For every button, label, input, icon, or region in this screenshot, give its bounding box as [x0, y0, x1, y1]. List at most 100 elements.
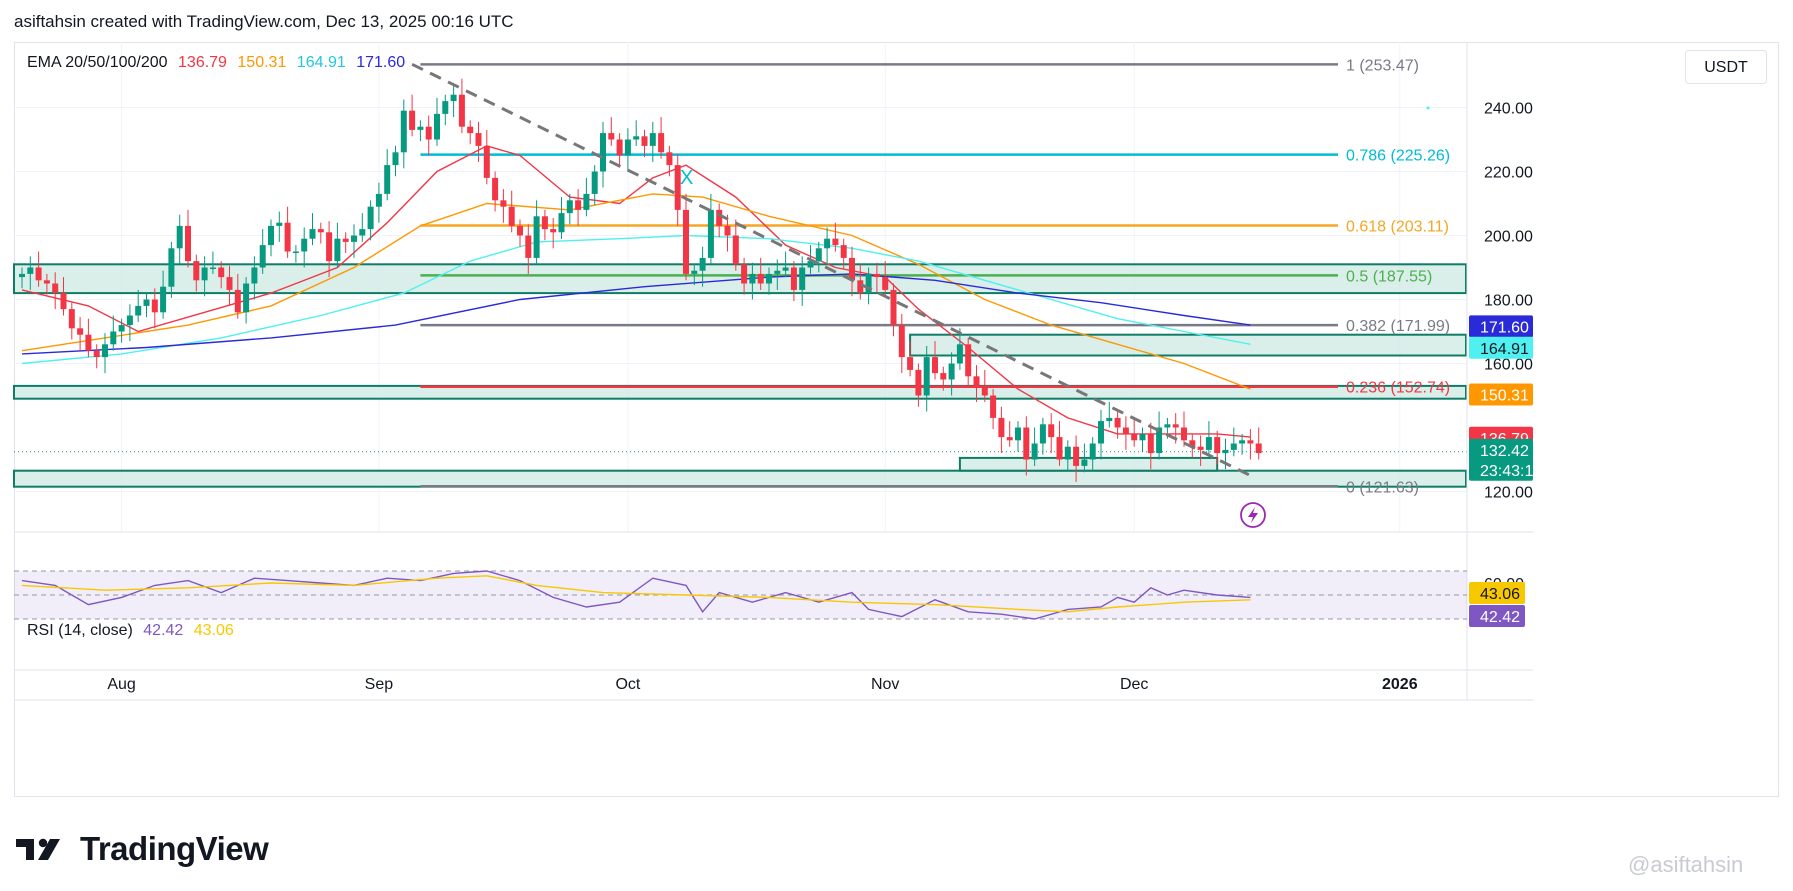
- candle[interactable]: [1181, 411, 1187, 447]
- candle[interactable]: [1139, 427, 1146, 452]
- tradingview-brand[interactable]: TradingView: [16, 830, 269, 868]
- candle[interactable]: [1214, 430, 1221, 465]
- rsi-line[interactable]: [21, 570, 1251, 620]
- candle[interactable]: [981, 369, 988, 402]
- candle[interactable]: [434, 97, 440, 146]
- candle[interactable]: [1056, 421, 1063, 466]
- candle[interactable]: [1205, 421, 1212, 457]
- support-resistance-zone[interactable]: [909, 333, 1467, 357]
- candle[interactable]: [85, 318, 92, 358]
- candle[interactable]: [259, 229, 266, 274]
- candle[interactable]: [359, 213, 366, 242]
- candle[interactable]: [102, 333, 108, 374]
- candle[interactable]: [583, 177, 590, 217]
- candle[interactable]: [1023, 416, 1030, 476]
- candle[interactable]: [956, 328, 963, 370]
- candle[interactable]: [375, 182, 382, 223]
- rsi-legend[interactable]: RSI (14, close) 42.42 43.06: [27, 622, 240, 640]
- candle[interactable]: [882, 261, 889, 297]
- candle[interactable]: [43, 273, 50, 295]
- candle[interactable]: [973, 365, 980, 402]
- candle[interactable]: [176, 214, 183, 265]
- candle[interactable]: [201, 256, 208, 297]
- candle[interactable]: [52, 272, 59, 310]
- candle[interactable]: [284, 206, 291, 258]
- candle[interactable]: [351, 224, 357, 258]
- candle[interactable]: [467, 120, 474, 145]
- ema-legend[interactable]: EMA 20/50/100/200 136.79 150.31 164.91 1…: [27, 54, 411, 72]
- candle[interactable]: [110, 315, 117, 351]
- candle[interactable]: [168, 241, 175, 298]
- candle[interactable]: [774, 259, 781, 290]
- candle[interactable]: [118, 318, 125, 343]
- candle[interactable]: [35, 251, 42, 287]
- candle[interactable]: [965, 337, 972, 388]
- candle[interactable]: [873, 262, 880, 294]
- candle[interactable]: [160, 270, 167, 319]
- candle[interactable]: [1031, 427, 1038, 466]
- candle[interactable]: [566, 193, 573, 225]
- price-axis[interactable]: 240.00 220.00 200.00 180.00 160.00 120.00 171.…: [1466, 42, 1541, 700]
- candle[interactable]: [218, 261, 225, 289]
- candle[interactable]: [575, 189, 582, 226]
- candle[interactable]: [1156, 411, 1163, 460]
- candle[interactable]: [990, 389, 997, 430]
- candle[interactable]: [425, 115, 432, 156]
- candle[interactable]: [143, 293, 150, 318]
- candle[interactable]: [724, 214, 731, 252]
- candle[interactable]: [1081, 443, 1088, 473]
- candle[interactable]: [400, 99, 407, 169]
- candle[interactable]: [815, 241, 822, 273]
- candle[interactable]: [1089, 437, 1096, 471]
- candle[interactable]: [790, 261, 797, 302]
- support-resistance-zone[interactable]: [958, 456, 1219, 472]
- candle[interactable]: [948, 352, 955, 396]
- candle[interactable]: [417, 120, 424, 142]
- candle[interactable]: [716, 203, 723, 238]
- candle[interactable]: [475, 121, 482, 162]
- candle[interactable]: [334, 222, 341, 268]
- candle[interactable]: [392, 145, 399, 177]
- candle[interactable]: [276, 211, 283, 242]
- candle[interactable]: [500, 189, 507, 223]
- candle[interactable]: [60, 277, 67, 316]
- candle[interactable]: [1106, 401, 1113, 428]
- candle[interactable]: [1255, 427, 1262, 460]
- candle[interactable]: [624, 128, 631, 172]
- candle[interactable]: [824, 227, 831, 265]
- candle[interactable]: [126, 304, 133, 342]
- candle[interactable]: [492, 171, 499, 212]
- candle[interactable]: [649, 121, 656, 162]
- candle[interactable]: [508, 190, 515, 233]
- candle[interactable]: [292, 245, 299, 263]
- currency-selector[interactable]: USDT: [1685, 50, 1767, 84]
- candle[interactable]: [301, 227, 308, 268]
- candle[interactable]: [633, 120, 640, 146]
- candle[interactable]: [525, 224, 532, 274]
- candle[interactable]: [450, 83, 457, 118]
- candle[interactable]: [151, 288, 158, 329]
- candle[interactable]: [1114, 411, 1121, 439]
- candle[interactable]: [483, 129, 490, 185]
- candle[interactable]: [898, 313, 905, 374]
- candle[interactable]: [923, 345, 930, 412]
- candle[interactable]: [517, 219, 523, 247]
- candle[interactable]: [309, 213, 316, 246]
- candle[interactable]: [749, 262, 756, 300]
- candle[interactable]: [840, 238, 847, 270]
- candle[interactable]: [674, 153, 681, 226]
- candle[interactable]: [226, 265, 233, 306]
- candle[interactable]: [907, 341, 914, 377]
- candle[interactable]: [699, 246, 706, 287]
- candle[interactable]: [1122, 416, 1129, 450]
- candle[interactable]: [185, 209, 191, 268]
- candle[interactable]: [27, 256, 34, 290]
- candle[interactable]: [458, 78, 465, 134]
- candle[interactable]: [1131, 417, 1138, 447]
- candle[interactable]: [890, 283, 897, 337]
- candle[interactable]: [658, 117, 665, 159]
- candle[interactable]: [1247, 429, 1254, 460]
- candle[interactable]: [857, 264, 864, 300]
- candle[interactable]: [849, 246, 855, 297]
